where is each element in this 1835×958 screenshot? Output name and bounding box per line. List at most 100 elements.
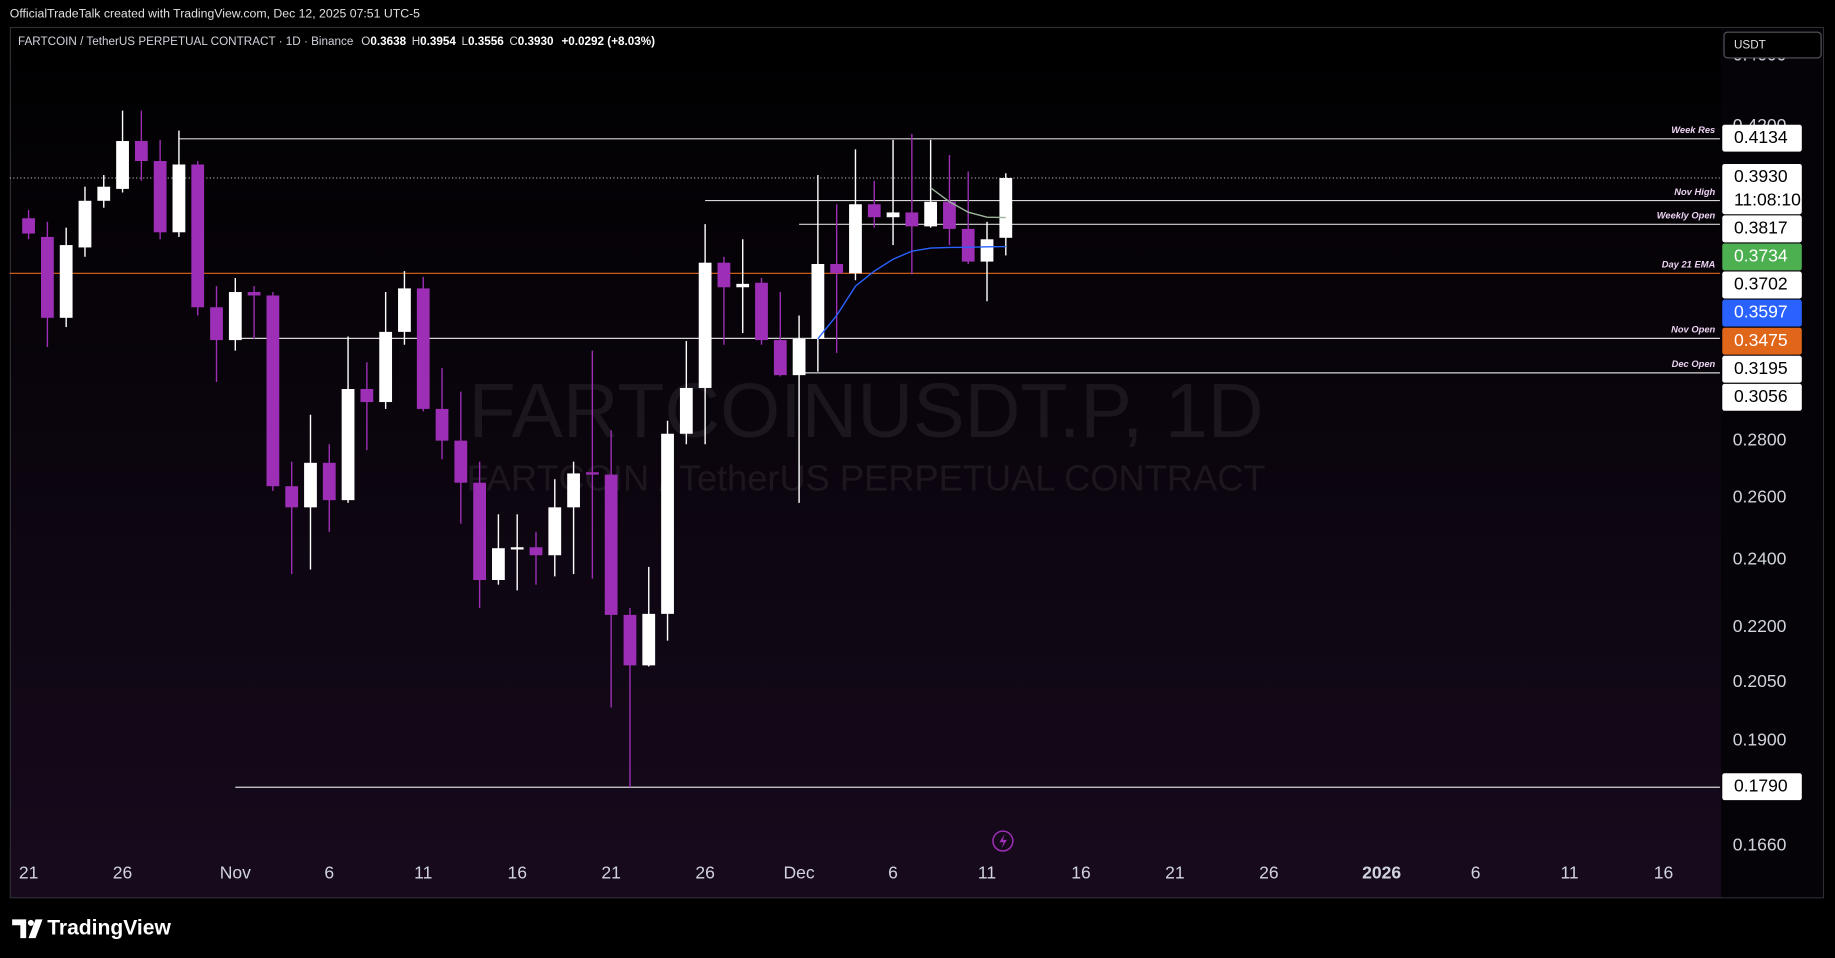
y-tick-label: 0.2600 [1733,487,1787,507]
level-label: Nov High [1674,187,1715,197]
candle-body [78,200,92,248]
candle-body [604,474,618,615]
candle-body [22,218,35,234]
symbol: FARTCOIN / TetherUS PERPETUAL CONTRACT ·… [18,35,353,48]
icon-bolt [999,834,1007,849]
candle-body [567,473,580,508]
y-tick-label: 0.2200 [1733,616,1787,636]
watermark-title: FARTCOINUSDT.P, 1D [469,368,1264,454]
candle-body [623,614,637,666]
candle-body [510,547,524,550]
candle-body [773,340,787,376]
candle-body [886,212,900,218]
candle-body [755,282,768,341]
price-label: 0.3817 [1734,218,1788,238]
price-label: 0.3195 [1734,358,1788,378]
candle-body [585,472,599,475]
replay-icon[interactable] [992,830,1014,852]
chart-panel [9,26,1825,899]
candle-body [529,547,543,556]
price-label: 0.3056 [1734,386,1788,406]
change: +0.0292 (+8.03%) [561,35,655,48]
candle-body [416,288,430,409]
countdown: 11:08:10 [1734,189,1801,209]
watermark-subtitle: FARTCOIN / TetherUS PERPETUAL CONTRACT [467,457,1266,498]
price-label: 0.1790 [1734,775,1788,795]
x-tick-label: 26 [1259,862,1279,882]
brand-logo[interactable]: TradingView [12,916,171,939]
level-label: Nov Open [1671,325,1715,335]
price-label-box [1722,124,1802,152]
x-tick-label: Dec [783,862,814,882]
ohlc-value: 0.3638 [370,35,406,48]
x-tick-label: 21 [19,862,39,882]
price-label-box [1722,327,1802,355]
candle-body [943,201,956,229]
candle-body [642,613,656,666]
candle-body [736,283,750,288]
indicator-lines [817,187,1006,340]
brand: TradingView [47,916,171,939]
price-label: 0.3930 [1734,166,1788,186]
x-tick-label: 11 [978,862,996,882]
credit: OfficialTradeTalk created with TradingVi… [10,6,420,20]
level-label: Weekly Open [1657,211,1716,221]
candle-body [172,164,186,233]
price-label-box [1722,299,1802,327]
price-label: 0.4134 [1734,127,1788,147]
candle-body [435,408,449,441]
watermark: FARTCOINUSDT.P, 1D FARTCOIN / TetherUS P… [467,368,1266,499]
candle-body [999,177,1013,238]
price-label-box [1722,215,1802,243]
candle-body [247,292,261,296]
price-label-box [1722,355,1802,383]
price-label: 0.3475 [1734,330,1788,350]
candle-body [341,388,355,501]
candle-body [40,236,54,318]
candle-body [116,141,129,189]
indicator-line [817,245,1006,340]
candle-body [849,204,862,274]
price-labels: 0.4134 0.3930 11:08:10 0.3817 0.3734 0.3702 0.… [1722,124,1802,801]
logo-mark [12,919,43,939]
candle-body [304,462,317,508]
x-tick-label: 11 [414,862,432,882]
ohlc-key: C [509,35,517,48]
price-label-box [1722,773,1802,801]
candle-body [153,161,167,233]
ohlc-key: L [461,35,468,48]
price-label: 0.3702 [1734,274,1788,294]
x-tick-label: 2026 [1362,862,1401,882]
candle-body [905,212,919,227]
price-label-box [1722,163,1802,215]
x-tick-label: 6 [888,862,898,882]
candle-body [548,507,562,556]
x-tick-label: 16 [507,862,527,882]
icon-circle [992,830,1014,852]
x-tick-label: 16 [1654,862,1674,882]
ohlc-value: 0.3556 [468,35,504,48]
x-tick-label: 26 [113,862,133,882]
candle-body [134,141,148,162]
price-label: 0.3734 [1734,246,1788,266]
candle-body [867,204,881,218]
candle-body [454,440,468,483]
ohlc-key: O [361,35,370,48]
price-label-box [1722,271,1802,299]
price-label-box [1722,383,1802,411]
candle-body [830,264,844,274]
candle-body [59,245,73,318]
candle-body [924,201,938,227]
x-tick-label: 21 [1165,862,1185,882]
candle-body [811,264,825,339]
candle-body [379,331,393,403]
candle-body [322,462,336,501]
currency-box[interactable] [1723,31,1822,59]
legend-header: FARTCOIN / TetherUS PERPETUAL CONTRACT ·… [18,35,655,48]
price-label: 0.3597 [1734,302,1788,322]
y-tick-label: 0.2400 [1733,549,1787,569]
x-tick-label: 6 [324,862,334,882]
x-tick-label: Nov [220,862,251,882]
